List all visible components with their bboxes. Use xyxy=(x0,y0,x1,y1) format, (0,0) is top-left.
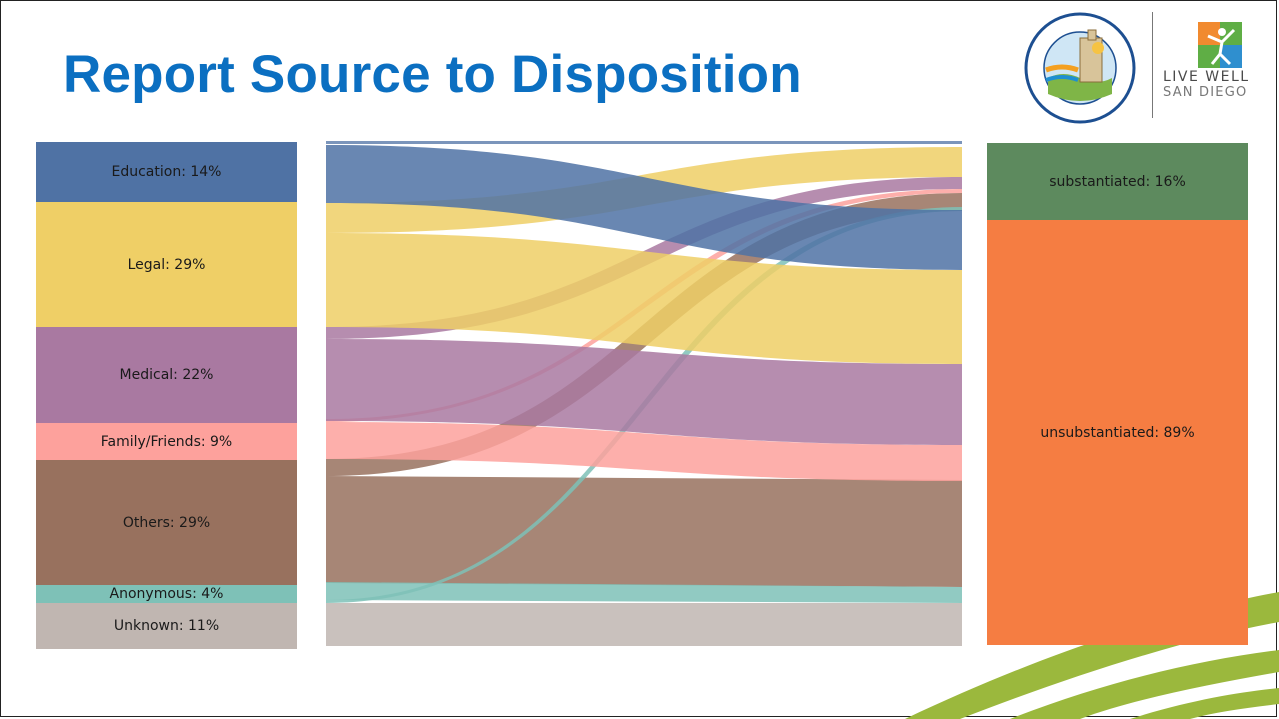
source-label: Anonymous: 4% xyxy=(109,586,224,602)
flow-top-edge xyxy=(326,141,962,144)
source-label: Unknown: 11% xyxy=(113,618,220,634)
live-well-line1: LIVE WELL xyxy=(1163,69,1250,85)
flow-education-unsubstantiated xyxy=(326,145,962,270)
flow-anonymous-unsubstantiated xyxy=(326,582,962,603)
source-medical: Medical: 22% xyxy=(36,327,297,423)
disposition-label: unsubstantiated: 89% xyxy=(1040,424,1195,441)
source-label: Medical: 22% xyxy=(119,367,214,383)
source-label: Education: 14% xyxy=(111,164,222,180)
disposition-substantiated: substantiated: 16% xyxy=(987,143,1248,220)
flow-medical-unsubstantiated xyxy=(326,339,962,445)
county-of-san-diego-seal-logo xyxy=(1024,12,1136,124)
page-title: Report Source to Disposition xyxy=(63,45,802,104)
flow-others-unsubstantiated xyxy=(326,476,962,587)
flow-legal-unsubstantiated xyxy=(326,233,962,364)
source-unknown: Unknown: 11% xyxy=(36,603,297,649)
sankey-flows xyxy=(326,141,962,646)
disposition-label: substantiated: 16% xyxy=(1049,173,1186,190)
live-well-figure-icon xyxy=(1198,22,1242,68)
logo-divider xyxy=(1152,12,1153,118)
source-label: Family/Friends: 9% xyxy=(100,433,233,450)
source-others: Others: 29% xyxy=(36,460,297,585)
live-well-line2: SAN DIEGO xyxy=(1163,85,1248,100)
disposition-unsubstantiated: unsubstantiated: 89% xyxy=(987,220,1248,645)
logo-area xyxy=(1018,8,1273,124)
live-well-wordmark: LIVE WELL SAN DIEGO xyxy=(1163,69,1250,101)
source-anonymous: Anonymous: 4% xyxy=(36,585,297,603)
flow-unknown-unsubstantiated xyxy=(326,603,962,646)
source-label: Legal: 29% xyxy=(127,256,206,273)
source-family-friends: Family/Friends: 9% xyxy=(36,423,297,460)
source-label: Others: 29% xyxy=(122,514,211,531)
source-education: Education: 14% xyxy=(36,142,297,202)
flow-family-friends-unsubstantiated xyxy=(326,422,962,481)
source-legal: Legal: 29% xyxy=(36,202,297,327)
